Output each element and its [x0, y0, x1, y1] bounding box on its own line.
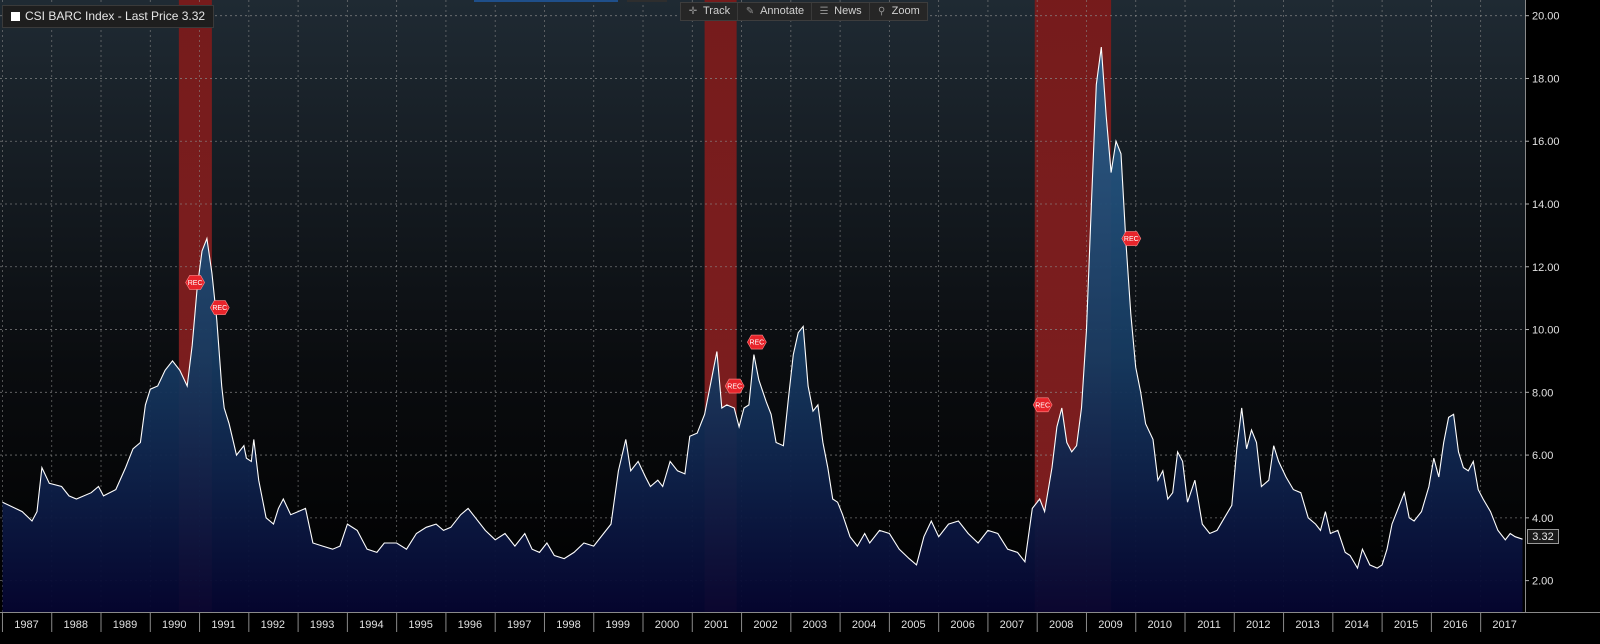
rec-marker-shape: [746, 334, 767, 350]
x-tick-label: 1998: [556, 619, 580, 631]
x-tick-label: 2002: [753, 619, 777, 631]
zoom-label: Zoom: [891, 5, 920, 17]
x-tick-label: 1994: [359, 619, 383, 631]
x-tick-label: 1993: [310, 619, 334, 631]
rec-marker-label: REC: [212, 305, 227, 312]
crosshair-icon: ✛: [688, 6, 698, 17]
y-tick-label: 18.00: [1532, 73, 1560, 85]
x-tick-label: 2003: [803, 619, 827, 631]
y-tick-label: 16.00: [1532, 136, 1560, 148]
x-tick-label: 2010: [1148, 619, 1172, 631]
y-tick-label: 10.00: [1532, 325, 1560, 337]
annotate-label: Annotate: [760, 5, 805, 17]
y-tick-label: 8.00: [1532, 387, 1553, 399]
top-tab-highlight: [474, 0, 618, 2]
rec-marker-label: REC: [188, 280, 203, 287]
x-tick-label: 2006: [950, 619, 974, 631]
rec-marker[interactable]: REC: [1121, 231, 1142, 246]
rec-marker[interactable]: REC: [185, 275, 205, 290]
zoom-button[interactable]: ⚲ Zoom: [870, 3, 927, 20]
x-tick-label: 1987: [14, 619, 38, 631]
recession-markers: REC REC REC REC REC REC: [185, 231, 1142, 413]
rec-marker[interactable]: REC: [1032, 397, 1053, 413]
axis-background: [1525, 0, 1600, 612]
annotate-button[interactable]: ✎ Annotate: [738, 3, 813, 20]
x-tick-label: 2008: [1049, 619, 1073, 631]
rec-marker[interactable]: REC: [746, 334, 767, 350]
x-tick-label: 1992: [261, 619, 285, 631]
news-button[interactable]: ☰ News: [812, 3, 870, 20]
last-price-tag: 3.32: [1527, 529, 1559, 544]
y-tick-label: 2.00: [1532, 576, 1553, 588]
chart-toolbar: ✛ Track ✎ Annotate ☰ News ⚲ Zoom: [680, 2, 928, 21]
x-tick-label: 2014: [1345, 619, 1369, 631]
series-line: [2, 47, 1523, 570]
series-area: [2, 47, 1523, 613]
x-tick-label: 2011: [1197, 619, 1221, 631]
rec-marker-shape: [1121, 231, 1142, 246]
x-tick-label: 1990: [162, 619, 186, 631]
legend-label: CSI BARC Index - Last Price 3.32: [25, 9, 206, 23]
magnifier-icon: ⚲: [877, 6, 886, 17]
track-button[interactable]: ✛ Track: [681, 3, 739, 20]
x-tick-label: 2000: [655, 619, 679, 631]
rec-marker-label: REC: [749, 340, 764, 347]
top-tab-inactive: [627, 0, 667, 2]
track-label: Track: [703, 5, 731, 17]
x-tick-label: 2012: [1246, 619, 1270, 631]
pencil-icon: ✎: [745, 6, 755, 17]
x-tick-label: 2004: [852, 619, 876, 631]
x-tick-label: 2017: [1492, 619, 1516, 631]
legend-swatch: [11, 12, 20, 21]
y-axis: 2.00 4.00 6.00 8.00 10.00 12.00 14.00 16.00 18.0…: [1525, 11, 1560, 588]
rec-marker-shape: [185, 275, 205, 290]
y-tick-label: 12.00: [1532, 262, 1560, 274]
x-tick-label: 2001: [704, 619, 728, 631]
legend[interactable]: CSI BARC Index - Last Price 3.32: [2, 5, 215, 28]
x-axis: 1987 1988 1989 1990 1991 1992 1993 1994 1995 1996…: [0, 612, 1600, 632]
x-tick-label: 1991: [211, 619, 235, 631]
x-tick-label: 1989: [113, 619, 137, 631]
x-tick-label: 2015: [1394, 619, 1418, 631]
rec-marker-shape: [1032, 397, 1053, 413]
rec-marker[interactable]: REC: [209, 300, 230, 315]
rec-marker-label: REC: [1124, 236, 1139, 243]
x-tick-label: 2009: [1098, 619, 1122, 631]
x-tick-label: 1995: [408, 619, 432, 631]
y-tick-label: 20.00: [1532, 11, 1560, 23]
y-tick-label: 6.00: [1532, 450, 1553, 462]
x-tick-label: 1997: [507, 619, 531, 631]
rec-marker[interactable]: REC: [724, 378, 745, 394]
x-tick-label: 2005: [901, 619, 925, 631]
x-tick-label: 1996: [458, 619, 482, 631]
y-tick-label: 4.00: [1532, 513, 1553, 525]
news-label: News: [834, 5, 862, 17]
x-tick-label: 1988: [63, 619, 87, 631]
rec-marker-shape: [209, 300, 230, 315]
rec-marker-shape: [724, 378, 745, 394]
x-tick-label: 2007: [1000, 619, 1024, 631]
x-tick-label: 2016: [1443, 619, 1467, 631]
rec-marker-label: REC: [1035, 402, 1050, 409]
x-tick-label: 2013: [1295, 619, 1319, 631]
x-tick-label: 1999: [605, 619, 629, 631]
rec-marker-label: REC: [727, 384, 742, 391]
y-tick-label: 14.00: [1532, 199, 1560, 211]
news-icon: ☰: [819, 6, 829, 17]
